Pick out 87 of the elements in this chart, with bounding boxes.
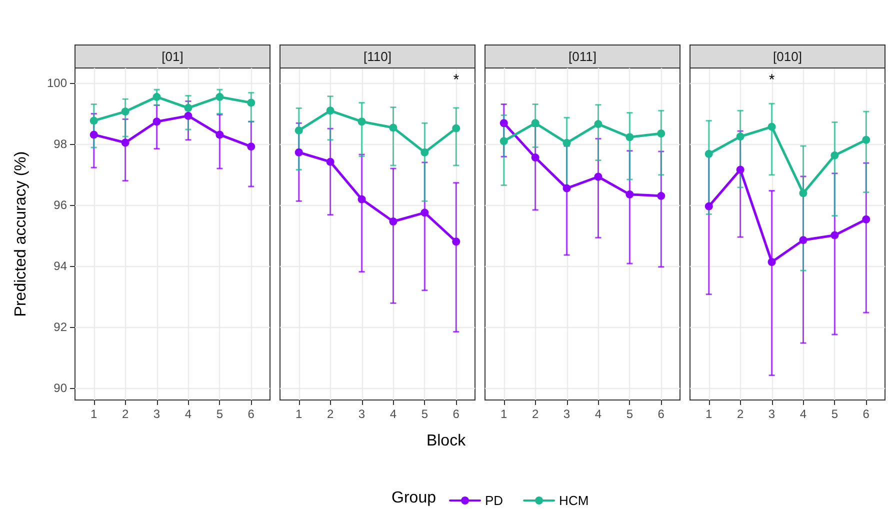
x-tick-label: 4 [184, 407, 192, 421]
point [531, 154, 540, 162]
x-tick-label: 2 [326, 407, 334, 421]
annotation: * [768, 72, 775, 88]
point [657, 129, 666, 138]
legend-label: HCM [559, 493, 589, 508]
x-tick-label: 3 [563, 407, 570, 421]
point [830, 231, 839, 240]
point [326, 106, 334, 115]
x-tick-label: 6 [452, 407, 460, 421]
x-tick-label: 3 [358, 407, 366, 421]
x-tick-label: 4 [390, 407, 397, 421]
point [216, 130, 224, 139]
point [389, 218, 398, 226]
point [184, 104, 192, 112]
x-tick-label: 6 [248, 407, 255, 421]
x-tick-label: 2 [122, 407, 129, 421]
y-tick-label: 94 [54, 258, 68, 273]
point [736, 166, 744, 174]
chart-title: [010] [773, 49, 802, 64]
point [216, 92, 224, 101]
point [326, 158, 334, 166]
y-tick-label: 100 [46, 76, 68, 90]
point [594, 172, 602, 181]
point [626, 133, 634, 142]
x-tick-label: 1 [90, 407, 98, 421]
point [389, 124, 398, 132]
point [768, 258, 776, 266]
point [184, 112, 192, 120]
point [152, 92, 161, 101]
point [862, 215, 870, 224]
point [358, 118, 366, 126]
x-tick-label: 2 [736, 407, 744, 421]
point [247, 142, 256, 151]
point [500, 137, 508, 146]
point [452, 124, 460, 132]
chart-title: [011] [568, 49, 596, 64]
annotation: * [453, 72, 460, 88]
point [768, 122, 776, 131]
point [562, 184, 571, 192]
y-tick-label: 96 [54, 198, 68, 212]
point [452, 238, 460, 246]
y-tick-label: 98 [54, 137, 68, 152]
x-tick-label: 2 [532, 407, 539, 421]
point [247, 98, 256, 107]
x-tick-label: 4 [800, 407, 807, 421]
point [594, 120, 602, 128]
legend-label: PD [485, 493, 504, 508]
x-tick-label: 5 [216, 407, 224, 421]
x-tick-label: 1 [706, 407, 713, 421]
point [704, 202, 713, 210]
x-tick-label: 6 [862, 407, 870, 421]
chart-title: [110] [364, 49, 392, 64]
point [121, 138, 130, 147]
x-tick-label: 5 [626, 407, 634, 421]
point [799, 236, 808, 244]
point [152, 118, 161, 126]
y-tick-label: 90 [54, 380, 68, 395]
point [657, 192, 666, 200]
point [500, 119, 508, 128]
y-axis-title: Predicted accuracy (%) [12, 151, 30, 317]
point [420, 148, 429, 156]
x-tick-label: 3 [153, 407, 160, 421]
point [294, 148, 303, 156]
point [862, 136, 870, 144]
point [121, 108, 130, 116]
point [90, 130, 98, 139]
x-tick-label: 4 [594, 407, 602, 421]
point [420, 208, 429, 217]
point [799, 189, 808, 198]
x-tick-label: 3 [768, 407, 776, 421]
point [626, 190, 634, 198]
point [830, 151, 839, 160]
legend-title: Group [392, 490, 436, 506]
point [90, 116, 98, 125]
x-tick-label: 5 [831, 407, 838, 421]
chart-title: [01] [162, 49, 184, 64]
x-axis-title: Block [426, 432, 467, 450]
x-tick-label: 5 [421, 407, 428, 421]
x-tick-label: 1 [500, 407, 508, 421]
x-tick-label: 6 [658, 407, 665, 421]
point [358, 195, 366, 204]
point [704, 150, 713, 158]
x-tick-label: 1 [296, 407, 303, 421]
y-tick-label: 92 [54, 320, 68, 334]
point [294, 126, 303, 134]
point [736, 132, 744, 141]
